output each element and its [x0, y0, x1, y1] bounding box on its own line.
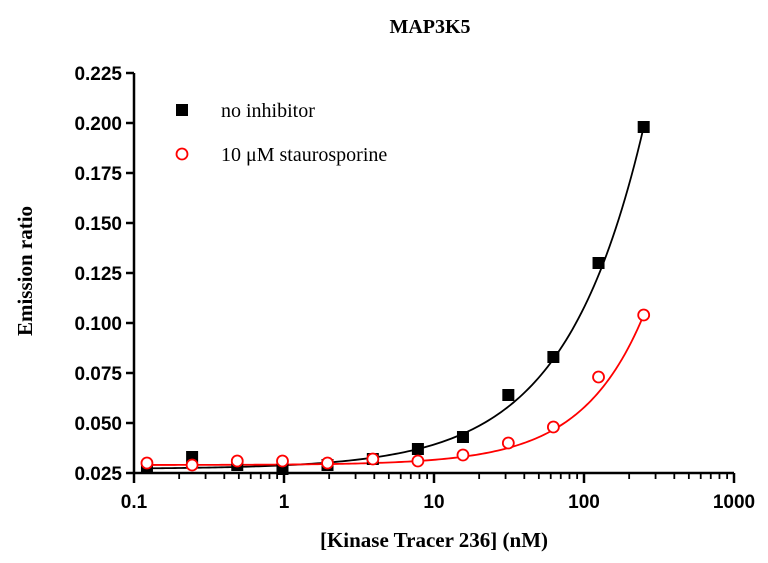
y-tick-label: 0.100	[74, 314, 122, 335]
y-tick-label: 0.050	[74, 414, 122, 435]
data-point-series-2	[411, 454, 425, 468]
x-tick-label: 10	[423, 492, 444, 513]
x-tick-label: 1000	[713, 492, 755, 513]
data-point-series-1	[547, 351, 560, 363]
y-tick-label: 0.175	[74, 164, 122, 185]
data-point-series-1	[411, 443, 424, 455]
fit-curve-series-2	[146, 314, 645, 466]
y-axis-label: Emission ratio	[13, 206, 37, 336]
y-tick-label: 0.075	[74, 364, 122, 385]
legend-label-series-2: 10 μM staurosporine	[221, 144, 387, 166]
data-point-series-2	[185, 458, 199, 472]
data-point-series-2	[276, 454, 289, 468]
y-tick-label: 0.125	[74, 264, 122, 285]
data-point-series-2	[637, 308, 651, 322]
data-point-series-1	[456, 431, 469, 443]
x-axis-label: [Kinase Tracer 236] (nM)	[320, 528, 548, 552]
plot-area: 0.025 0.050 0.075 0.100 0.125 0.150 0.175 0.200…	[74, 64, 755, 513]
data-point-series-2	[501, 436, 515, 450]
x-tick-label: 1	[279, 492, 290, 513]
x-tick-label: 0.1	[121, 492, 148, 513]
data-point-series-1	[502, 389, 515, 401]
legend-marker-series-2	[175, 147, 189, 161]
y-tick-label: 0.225	[74, 64, 122, 85]
data-point-series-1	[637, 121, 650, 133]
y-tick-label: 0.200	[74, 114, 122, 135]
x-tick-label: 100	[568, 492, 600, 513]
data-point-series-2	[546, 420, 560, 434]
data-point-series-2	[456, 448, 470, 462]
y-tick-label: 0.150	[74, 214, 122, 235]
data-point-series-2	[230, 454, 244, 468]
data-point-series-2	[140, 456, 154, 470]
data-point-series-1	[592, 257, 605, 269]
legend-label-series-1: no inhibitor	[221, 100, 315, 122]
y-tick-label: 0.025	[74, 464, 122, 485]
legend-marker-series-1	[176, 104, 188, 116]
data-point-series-2	[592, 370, 605, 384]
chart-title: MAP3K5	[389, 16, 470, 38]
data-point-series-2	[321, 456, 334, 470]
legend: no inhibitor 10 μM staurosporine	[175, 100, 387, 166]
data-point-series-2	[366, 452, 380, 466]
fit-curve-series-1	[146, 126, 645, 470]
